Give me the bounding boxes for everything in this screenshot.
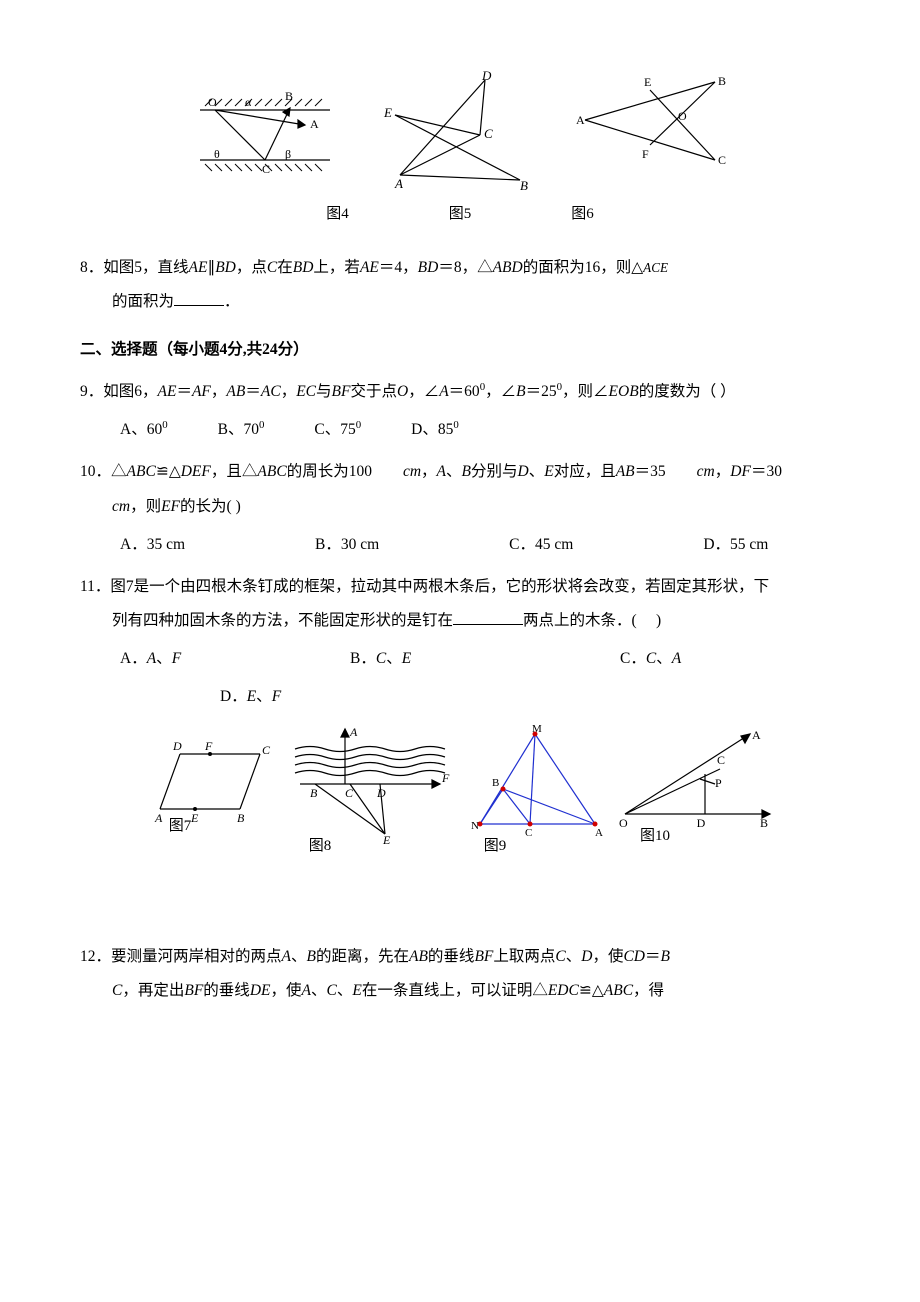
q11-opt-d[interactable]: D．E、F — [220, 688, 281, 705]
blank-input[interactable] — [174, 291, 224, 307]
svg-text:P: P — [715, 776, 722, 790]
svg-text:D: D — [481, 70, 492, 83]
fig5-caption: 图5 — [449, 198, 472, 231]
svg-text:A: A — [349, 725, 358, 739]
svg-text:C: C — [717, 753, 725, 767]
svg-text:θ: θ — [214, 147, 220, 161]
fig7-caption: 图7 — [115, 810, 245, 843]
blank-input-2[interactable] — [453, 609, 523, 625]
svg-text:α: α — [245, 95, 252, 109]
svg-text:O: O — [208, 95, 217, 109]
question-9: 9．如图6，AE＝AF，AB＝AC，EC与BF交于点O，∠A＝600，∠B＝25… — [80, 375, 840, 447]
svg-text:A: A — [752, 728, 761, 742]
figure-9-wrap: M B N C A 图9 — [465, 724, 605, 877]
q9-opt-c[interactable]: C、750 — [314, 413, 361, 447]
figure-5-svg: A B C D E — [370, 70, 540, 190]
svg-text:C: C — [262, 162, 270, 176]
q11-opt-b[interactable]: B．C、E — [350, 642, 620, 676]
figure-7-svg: A B C D E F — [145, 724, 275, 824]
svg-text:B: B — [718, 74, 726, 88]
svg-text:O: O — [678, 109, 687, 123]
q11-opt-c[interactable]: C．C、A — [620, 642, 681, 676]
question-8: 8．如图5，直线AE∥BD，点C在BD上，若AE＝4，BD＝8，△ABD的面积为… — [80, 251, 840, 319]
q10-opt-b[interactable]: B．30 cm — [315, 528, 379, 562]
section-2-heading: 二、选择题（每小题4分,共24分） — [80, 333, 840, 367]
question-12: 12．要测量河两岸相对的两点A、B的距离，先在AB的垂线BF上取两点C、D，使C… — [80, 940, 840, 1008]
svg-text:β: β — [285, 147, 291, 161]
svg-text:D: D — [376, 786, 386, 800]
svg-text:D: D — [172, 739, 182, 753]
q10-opt-a[interactable]: A．35 cm — [120, 528, 185, 562]
svg-text:B: B — [285, 89, 293, 103]
q9-opt-b[interactable]: B、700 — [218, 413, 265, 447]
q10-opt-c[interactable]: C．45 cm — [509, 528, 573, 562]
svg-text:A: A — [310, 117, 319, 131]
svg-text:B: B — [520, 178, 528, 190]
question-10: 10．△ABC≌△DEF，且△ABC的周长为100 cm，A、B分别与D、E对应… — [80, 455, 840, 561]
figure-4-svg: O B A C θ β α — [190, 70, 340, 180]
figure-10-svg: O D B A C P — [615, 724, 775, 834]
fig10-caption: 图10 — [575, 820, 735, 853]
svg-text:F: F — [642, 147, 649, 161]
svg-text:C: C — [345, 786, 354, 800]
fig4-caption: 图4 — [326, 198, 349, 231]
fig9-caption: 图9 — [425, 830, 565, 863]
figure-6-svg: A B C E F O — [570, 70, 730, 170]
svg-text:B: B — [310, 786, 318, 800]
q9-opt-d[interactable]: D、850 — [411, 413, 459, 447]
svg-text:E: E — [644, 75, 651, 89]
fig8-caption: 图8 — [235, 830, 405, 863]
figures-row-top: O B A C θ β α A B C D E — [80, 70, 840, 190]
q9-options: A、600 B、700 C、750 D、850 — [80, 413, 840, 447]
q10-options: A．35 cm B．30 cm C．45 cm D．55 cm — [80, 528, 840, 562]
svg-text:C: C — [718, 153, 726, 167]
q10-opt-d[interactable]: D．55 cm — [703, 528, 768, 562]
q11-options-row1: A．A、F B．C、E C．C、A — [80, 642, 840, 676]
svg-text:E: E — [383, 105, 392, 120]
question-11: 11．图7是一个由四根木条钉成的框架，拉动其中两根木条后，它的形状将会改变，若固… — [80, 570, 840, 714]
svg-text:C: C — [262, 743, 271, 757]
svg-text:F: F — [204, 739, 213, 753]
figure-8-svg: A B C D E F — [285, 724, 455, 844]
fig6-caption: 图6 — [571, 198, 594, 231]
svg-text:B: B — [492, 777, 499, 789]
svg-text:A: A — [394, 176, 403, 190]
svg-text:F: F — [441, 771, 450, 785]
figures-row-mid: A B C D E F 图7 — [80, 724, 840, 877]
figure-10-wrap: O D B A C P 图10 — [615, 724, 775, 877]
q9-opt-a[interactable]: A、600 — [120, 413, 168, 447]
figure-captions-top: 图4 图5 图6 — [80, 198, 840, 231]
svg-text:C: C — [484, 126, 493, 141]
svg-text:B: B — [760, 816, 768, 830]
svg-text:M: M — [532, 724, 542, 735]
q11-opt-a[interactable]: A．A、F — [120, 642, 350, 676]
svg-text:A: A — [576, 113, 585, 127]
